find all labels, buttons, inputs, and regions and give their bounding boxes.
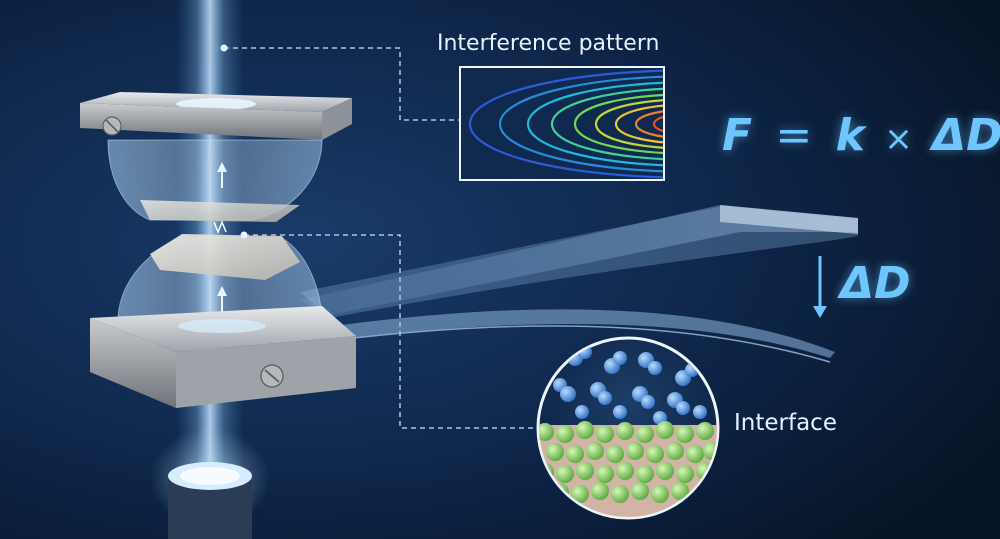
formula-delta-d: ΔD (932, 110, 1000, 161)
deflection-label: ΔD (840, 258, 911, 309)
formula-spring-constant: k (835, 110, 865, 161)
force-formula: F = k × ΔD (722, 110, 1000, 161)
microscope-objective (150, 428, 270, 539)
lower-disk-holder (90, 306, 356, 408)
upper-disk-holder (80, 92, 352, 140)
cantilever-spring (300, 205, 858, 363)
arrow-down-icon (813, 256, 827, 318)
formula-times: × (884, 119, 913, 159)
leader-dot (220, 44, 228, 52)
interference-pattern-label: Interference pattern (437, 31, 660, 56)
leader-dot (240, 231, 248, 239)
formula-force: F (722, 110, 753, 161)
interference-pattern-image (459, 66, 665, 181)
lower-lens (117, 219, 323, 319)
leader-lines (224, 47, 540, 429)
interface-label: Interface (734, 410, 837, 436)
upper-lens (107, 139, 323, 222)
formula-equals: = (775, 110, 813, 161)
